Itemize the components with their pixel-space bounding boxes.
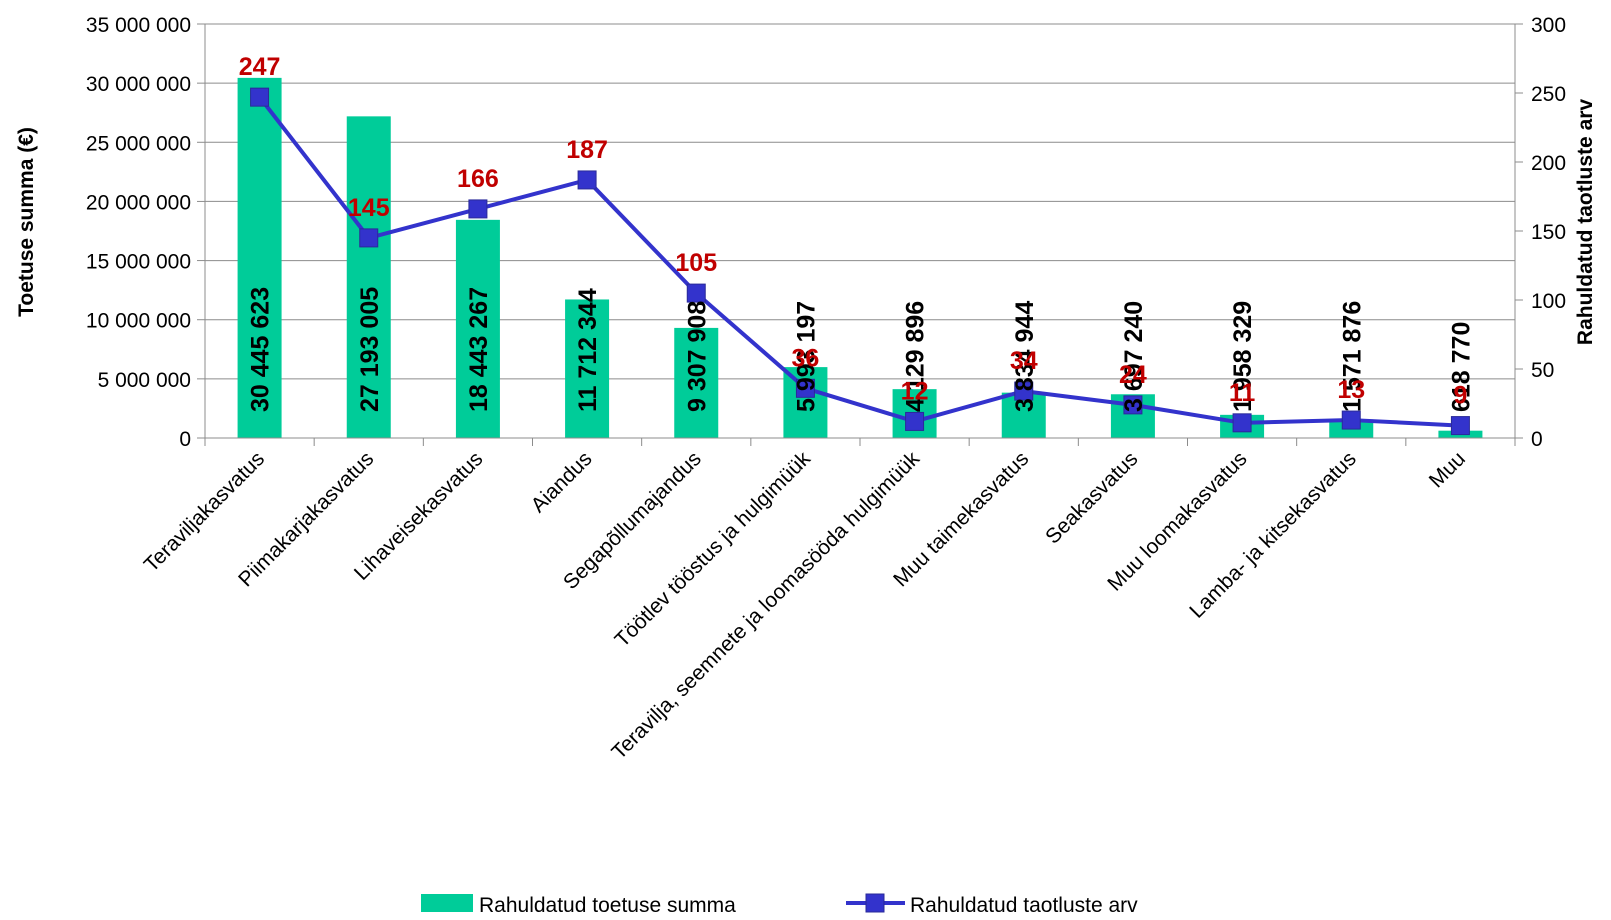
- line-marker: [686, 283, 706, 303]
- y-tick-label-left: 15 000 000: [86, 251, 191, 274]
- line-marker: [359, 228, 379, 248]
- x-tick-label: Teraviljakasvatus: [140, 447, 269, 576]
- line-value-label: 36: [792, 344, 820, 372]
- y-tick-label-left: 10 000 000: [86, 310, 191, 333]
- data-labels: 30 445 623 27 193 005 18 443 267 11 712 344…: [239, 53, 1476, 412]
- y-tick-label-right: 250: [1531, 83, 1566, 106]
- line-marker: [1123, 395, 1143, 415]
- x-tick-label: Muu: [1425, 447, 1470, 492]
- line-series: [250, 87, 1470, 436]
- bar-value-label: 3 697 240: [1120, 301, 1148, 412]
- bar: [237, 77, 282, 439]
- line-value-label: 34: [1010, 347, 1038, 375]
- bar: [455, 219, 500, 438]
- x-tick-label: Töötlev tööstus ja hulgimüük: [610, 447, 815, 652]
- bar: [346, 116, 391, 439]
- legend-swatch-marker: [865, 893, 885, 913]
- y-tick-label-left: 35 000 000: [86, 14, 191, 37]
- line-marker: [250, 87, 270, 107]
- y-tick-label-left: 25 000 000: [86, 132, 191, 155]
- bar-value-label: 11 712 344: [574, 288, 602, 412]
- line-value-label: 24: [1119, 361, 1147, 389]
- line-marker: [795, 378, 815, 398]
- y-tick-label-right: 200: [1531, 152, 1566, 175]
- line-marker: [1450, 416, 1470, 436]
- line-value-label: 145: [348, 194, 390, 222]
- y-axis-title-left: Toetuse summa (€): [15, 127, 38, 317]
- legend-label-line: Rahuldatud taotluste arv: [910, 894, 1138, 915]
- gridlines: [205, 23, 1515, 380]
- legend: Rahuldatud toetuse summa Rahuldatud taot…: [421, 893, 1138, 917]
- bar-value-label: 4 129 896: [902, 301, 930, 412]
- y-tick-label-left: 0: [179, 428, 191, 451]
- y-tick-label-left: 20 000 000: [86, 191, 191, 214]
- y-tick-label-right: 100: [1531, 290, 1566, 313]
- y-tick-label-right: 150: [1531, 221, 1566, 244]
- line-marker: [468, 199, 488, 219]
- bar-value-label: 18 443 267: [465, 287, 493, 412]
- legend-swatch-bar: [421, 894, 473, 912]
- line-marker: [1232, 413, 1252, 433]
- x-tick-label: Seakasvatus: [1041, 447, 1142, 548]
- y-tick-label-left: 5 000 000: [98, 369, 191, 392]
- line-value-label: 9: [1453, 382, 1467, 410]
- bar-value-label: 618 770: [1447, 322, 1475, 412]
- line-value-label: 105: [675, 249, 717, 277]
- y-tick-label-right: 50: [1531, 359, 1554, 382]
- y-axis-title-right: Rahuldatud taotluste arv: [1574, 99, 1597, 346]
- line-marker: [577, 170, 597, 190]
- legend-label-bar: Rahuldatud toetuse summa: [479, 894, 736, 915]
- line-value-label: 12: [901, 377, 929, 405]
- line-value-label: 247: [239, 53, 281, 81]
- line-value-label: 187: [566, 136, 608, 164]
- line-value-label: 13: [1337, 376, 1365, 404]
- bar: [565, 299, 610, 438]
- line-marker: [905, 411, 925, 431]
- bar-value-label: 1 571 876: [1338, 301, 1366, 412]
- bar-value-label: 30 445 623: [247, 287, 275, 412]
- bar-value-label: 27 193 005: [356, 287, 384, 412]
- series-line: [258, 95, 1461, 428]
- bar-value-label: 3 834 944: [1011, 301, 1039, 412]
- line-value-label: 11: [1229, 379, 1256, 407]
- line-marker: [1341, 410, 1361, 430]
- y-tick-label-right: 0: [1531, 428, 1543, 451]
- y-tick-label-left: 30 000 000: [86, 73, 191, 96]
- line-marker: [1014, 381, 1034, 401]
- line-value-label: 166: [457, 165, 499, 193]
- bar-value-label: 5 993 197: [792, 301, 820, 412]
- bar-value-label: 1 958 329: [1229, 301, 1257, 412]
- bar: [674, 327, 719, 438]
- bar-value-label: 9 307 908: [683, 301, 711, 412]
- x-tick-label: Aiandus: [527, 447, 597, 517]
- y-tick-label-right: 300: [1531, 14, 1566, 37]
- bar-series: [237, 77, 1483, 439]
